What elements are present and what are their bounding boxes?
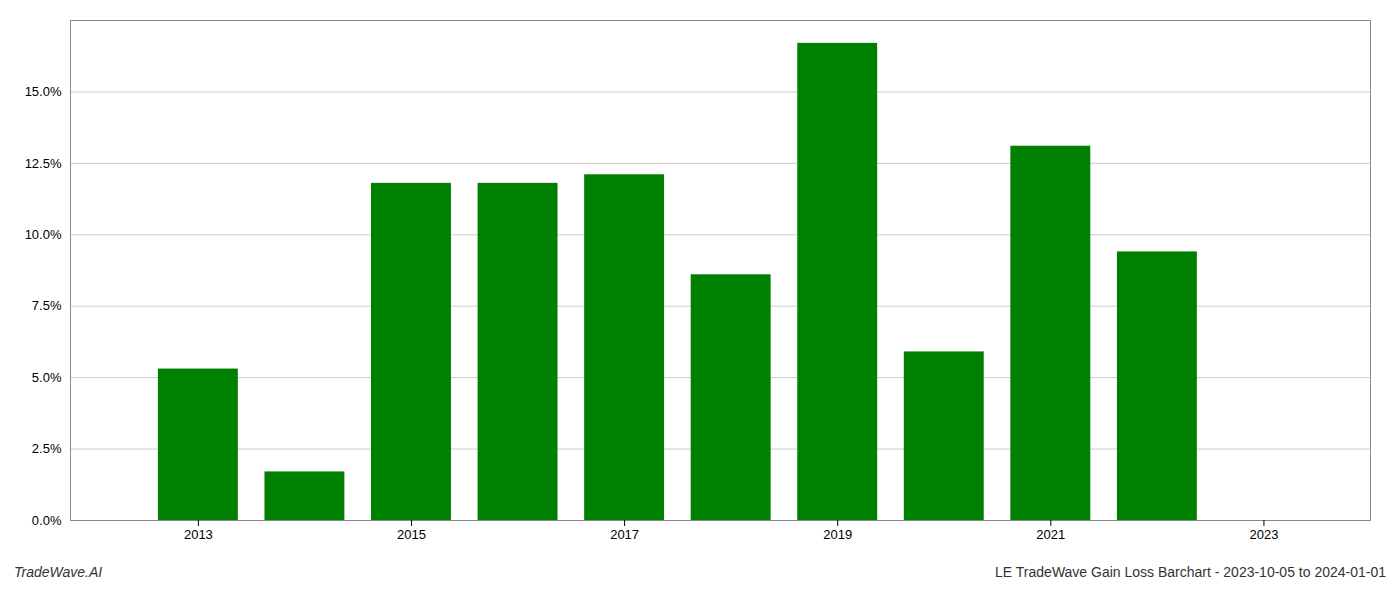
svg-text:0.0%: 0.0% <box>32 513 62 528</box>
svg-text:2013: 2013 <box>184 527 213 542</box>
svg-text:5.0%: 5.0% <box>32 370 62 385</box>
html-text:LE TradeWave Gain Loss Barchar: LE TradeWave Gain Loss Barchart - 2023-1… <box>995 564 1386 580</box>
svg-text:2017: 2017 <box>610 527 639 542</box>
svg-text:7.5%: 7.5% <box>32 298 62 313</box>
svg-text:2.5%: 2.5% <box>32 441 62 456</box>
svg-text:15.0%: 15.0% <box>25 84 62 99</box>
svg-text:12.5%: 12.5% <box>25 156 62 171</box>
svg-text:2019: 2019 <box>823 527 852 542</box>
svg-text:2021: 2021 <box>1036 527 1065 542</box>
svg-text:10.0%: 10.0% <box>25 227 62 242</box>
svg-text:2023: 2023 <box>1249 527 1278 542</box>
svg-text:2015: 2015 <box>397 527 426 542</box>
html-text:TradeWave.AI: TradeWave.AI <box>14 564 103 580</box>
